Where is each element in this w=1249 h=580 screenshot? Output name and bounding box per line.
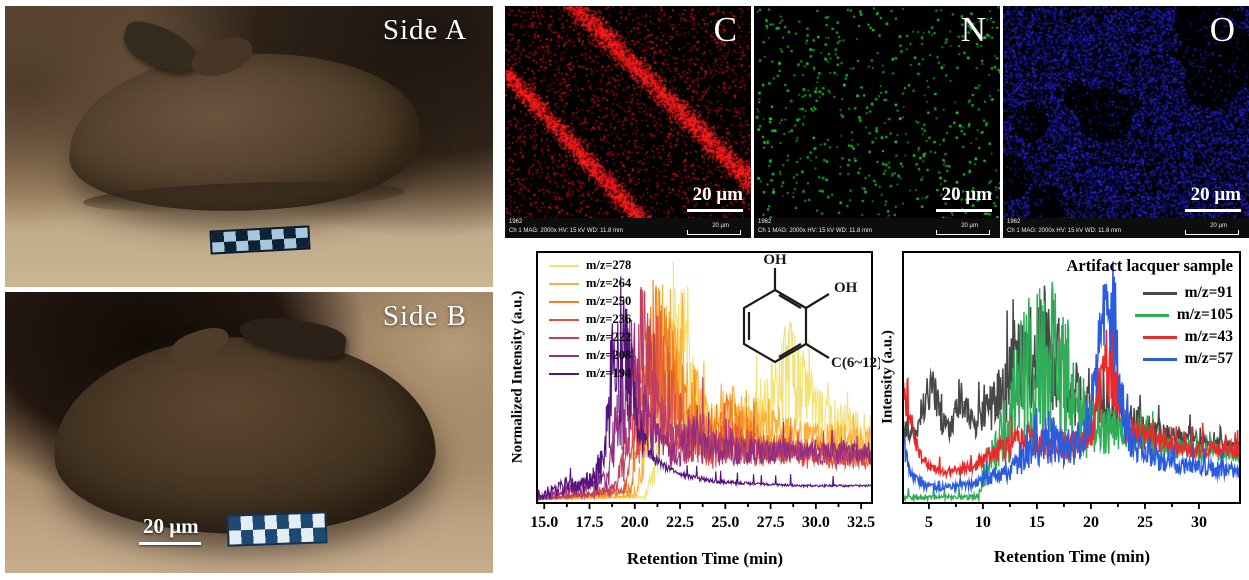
scale-bar-line [1185, 209, 1241, 212]
eds-speckle-canvas [1003, 6, 1249, 238]
mini-scale-bracket [687, 230, 741, 235]
legend-swatch [1142, 291, 1177, 295]
sem-params: Ch 1 MAG: 2000x HV: 15 kV WD: 11.8 mm [509, 228, 624, 234]
legend-swatch [1142, 357, 1177, 361]
x-axis-label: Retention Time (min) [626, 549, 784, 568]
legend-label: m/z=57 [1184, 350, 1233, 367]
chart-artifact-lacquer-sample: Intensity (a.u.) Retention Time (min) Ar… [880, 244, 1249, 580]
photogrammetry-scale-bar [226, 511, 328, 547]
legend-label: m/z=250 [586, 294, 632, 308]
legend-entry: m/z=278 [549, 258, 631, 273]
artifact-blob [50, 330, 438, 541]
legend: m/z=278 m/z=264 m/z=250 m/z=236 m/z=222 m/z=2… [549, 258, 631, 381]
legend-swatch [549, 264, 579, 267]
mini-scale-text: 20 μm [961, 223, 978, 229]
chart-title: Artifact lacquer sample [1066, 256, 1234, 275]
legend-label: m/z=194 [586, 366, 632, 380]
scale-bar-text: 20 μm [941, 184, 992, 205]
mini-scale-bracket [936, 230, 990, 235]
chart-canvas [505, 244, 897, 580]
element-label: C [713, 10, 737, 49]
sem-id: 1962 [1007, 219, 1021, 225]
legend-swatch [549, 300, 579, 303]
legend-swatch [549, 372, 579, 375]
scale-bar-line [139, 542, 201, 545]
scale-bar-line [687, 209, 743, 212]
sem-params: Ch 1 MAG: 2000x HV: 15 kV WD: 11.8 mm [758, 228, 873, 234]
legend-swatch [1142, 335, 1177, 339]
legend-label: m/z=208 [586, 348, 632, 362]
legend-label: m/z=105 [1176, 306, 1233, 323]
sem-id: 1962 [509, 219, 523, 225]
sem-id: 1962 [758, 219, 772, 225]
legend-entry: m/z=222 [549, 330, 631, 345]
eds-map-nitrogen: N 20 μm 1962 Ch 1 MAG: 2000x HV: 15 kV W… [754, 6, 1000, 238]
legend: m/z=91 m/z=105 m/z=43 m/z=57 [1134, 284, 1233, 368]
legend-entry: m/z=208 [549, 348, 631, 363]
legend-entry: m/z=57 [1142, 350, 1233, 368]
scale-bar-text: 20 μm [692, 184, 743, 205]
legend-swatch [549, 318, 579, 321]
sem-info-bar: 1962 Ch 1 MAG: 2000x HV: 15 kV WD: 11.8 … [754, 218, 1000, 238]
sem-info-bar: 1962 Ch 1 MAG: 2000x HV: 15 kV WD: 11.8 … [505, 218, 751, 238]
legend-entry: m/z=43 [1142, 328, 1233, 346]
eds-speckle-canvas [754, 6, 1000, 238]
sem-info-bar: 1962 Ch 1 MAG: 2000x HV: 15 kV WD: 11.8 … [1003, 218, 1249, 238]
y-axis-label: Normalized Intensity (a.u.) [509, 290, 526, 464]
legend-swatch [549, 354, 579, 357]
legend-label: m/z=278 [586, 258, 632, 272]
legend-entry: m/z=250 [549, 294, 631, 309]
legend-swatch [549, 282, 579, 285]
legend-entry: m/z=264 [549, 276, 631, 291]
legend-entry: m/z=236 [549, 312, 631, 327]
element-label: N [960, 10, 986, 49]
legend-label: m/z=264 [586, 276, 632, 290]
mini-scale-text: 20 μm [1210, 223, 1227, 229]
eds-map-oxygen: O 20 μm 1962 Ch 1 MAG: 2000x HV: 15 kV W… [1003, 6, 1249, 238]
element-label: O [1209, 10, 1235, 49]
structure-label-oh-top: OH [763, 252, 787, 268]
side-a-label: Side A [382, 14, 467, 46]
legend-swatch [549, 336, 579, 339]
scale-bar-text: 20 μm [143, 514, 199, 538]
legend-entry: m/z=105 [1134, 306, 1233, 324]
mini-scale-bracket [1185, 230, 1239, 235]
legend-label: m/z=236 [586, 312, 632, 326]
chart-canvas [880, 244, 1249, 580]
legend-entry: m/z=91 [1142, 284, 1233, 302]
photo-side-b: 20 μm Side B [5, 292, 493, 573]
y-axis-label: Intensity (a.u.) [880, 330, 896, 424]
legend-label: m/z=43 [1184, 328, 1233, 345]
chart-extracted-ion-chromatogram: Normalized Intensity (a.u.) Retention Ti… [505, 244, 897, 580]
sem-params: Ch 1 MAG: 2000x HV: 15 kV WD: 11.8 mm [1007, 228, 1122, 234]
legend-label: m/z=91 [1184, 284, 1233, 301]
eds-speckle-canvas [505, 6, 751, 238]
scale-bar-line [936, 209, 992, 212]
x-axis-label: Retention Time (min) [993, 547, 1151, 566]
legend-entry: m/z=194 [549, 366, 631, 381]
structure-label-oh-right: OH [834, 280, 858, 296]
scale-bar-text: 20 μm [1190, 184, 1241, 205]
mini-scale-text: 20 μm [712, 223, 729, 229]
legend-swatch [1134, 313, 1169, 317]
side-b-label: Side B [382, 300, 467, 332]
structure-label-chain: C(6~12) [831, 355, 882, 371]
eds-map-carbon: C 20 μm 1962 Ch 1 MAG: 2000x HV: 15 kV W… [505, 6, 751, 238]
legend-label: m/z=222 [586, 330, 632, 344]
photogrammetry-scale-bar [209, 225, 311, 255]
chemical-structure-catechol: OH OH C(6~12) [742, 252, 882, 371]
photo-side-a: Side A [5, 6, 493, 287]
